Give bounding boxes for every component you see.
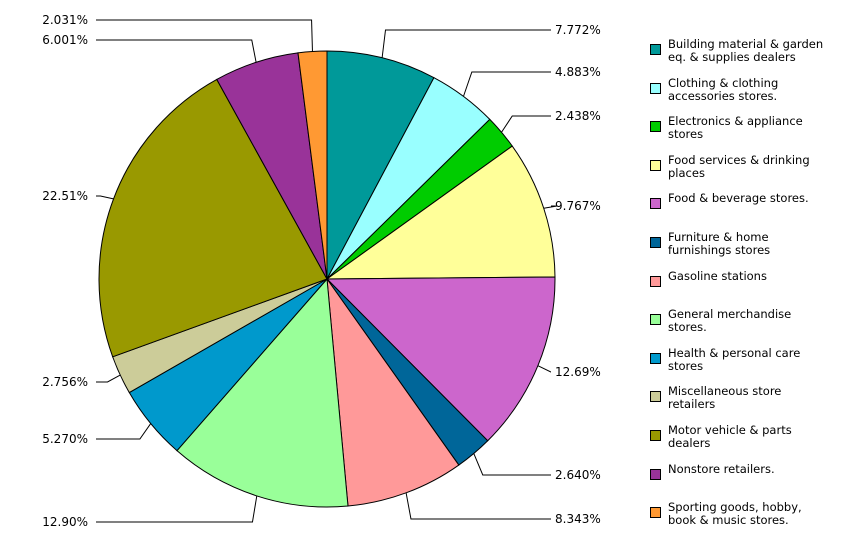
percent-label: 2.640%	[555, 468, 601, 482]
percent-label: 6.001%	[42, 33, 88, 47]
legend-swatch	[650, 507, 661, 519]
legend-label: General merchandise stores.	[668, 307, 792, 335]
legend-label: Gasoline stations	[668, 268, 767, 283]
legend-swatch	[650, 468, 661, 480]
legend-item: Motor vehicle & parts dealers	[650, 422, 860, 463]
leader-line	[537, 365, 552, 373]
legend-item: Health & personal care stores	[650, 345, 860, 386]
percent-label: 2.756%	[42, 375, 88, 389]
legend-swatch	[650, 429, 661, 441]
legend-item: Gasoline stations	[650, 268, 860, 309]
legend-swatch	[650, 198, 661, 210]
legend-label: Building material & garden eq. & supplie…	[668, 37, 824, 64]
legend-item: Sporting goods, hobby, book & music stor…	[650, 501, 860, 540]
legend-swatch	[650, 275, 661, 287]
percent-label: 7.772%	[555, 23, 601, 37]
legend-label: Furniture & home furnishings stores	[668, 229, 771, 257]
leader-line	[96, 39, 257, 63]
percent-label: 8.343%	[555, 512, 601, 526]
legend-label: Nonstore retailers.	[668, 461, 775, 476]
legend-swatch	[650, 352, 661, 364]
percent-label: 9.767%	[555, 199, 601, 213]
pie-slice	[326, 277, 460, 507]
leader-line	[96, 423, 152, 440]
leader-line	[405, 492, 551, 520]
pie-slice	[176, 277, 349, 508]
legend-item: Furniture & home furnishings stores	[650, 229, 860, 270]
leader-line	[96, 495, 258, 523]
legend-swatch	[650, 159, 661, 171]
percent-label: 12.69%	[555, 365, 601, 379]
legend-label: Clothing & clothing accessories stores.	[668, 75, 779, 103]
legend-label: Electronics & appliance stores	[668, 114, 803, 142]
leader-line	[501, 115, 551, 133]
legend-swatch	[650, 391, 661, 403]
legend-item: Electronics & appliance stores	[650, 115, 860, 154]
leader-line	[381, 29, 551, 58]
percent-label: 5.270%	[42, 432, 88, 446]
percent-label: 2.031%	[42, 13, 88, 27]
legend-item: Miscellaneous store retailers	[650, 385, 860, 424]
percent-labels: 7.772% 4.883% 2.438% 9.767% 12.69% 2.640% 8.34…	[42, 13, 601, 529]
legend-label: Miscellaneous store retailers	[668, 384, 782, 412]
leader-lines	[96, 19, 558, 523]
leader-line	[96, 374, 121, 383]
legend-item: Building material & garden eq. & supplie…	[650, 38, 860, 77]
leader-line	[463, 71, 551, 97]
legend: Building material & garden eq. & supplie…	[650, 38, 860, 540]
legend-swatch	[650, 82, 661, 94]
legend-swatch	[650, 314, 661, 326]
percent-label: 12.90%	[42, 515, 88, 529]
percent-label: 4.883%	[555, 65, 601, 79]
pie-slices	[98, 50, 556, 508]
pie-slice	[297, 50, 328, 280]
leader-line	[96, 19, 313, 52]
legend-swatch	[650, 44, 661, 55]
legend-swatch	[650, 236, 661, 248]
legend-label: Motor vehicle & parts dealers	[668, 422, 792, 450]
percent-label: 22.51%	[42, 189, 88, 203]
legend-item: General merchandise stores.	[650, 308, 860, 347]
pie-slice	[326, 50, 435, 280]
legend-item: Clothing & clothing accessories stores.	[650, 75, 860, 116]
legend-label: Sporting goods, hobby, book & music stor…	[668, 500, 802, 528]
legend-label: Health & personal care stores	[668, 345, 801, 373]
leader-line	[96, 195, 114, 200]
leader-line	[543, 205, 558, 209]
legend-item: Nonstore retailers.	[650, 461, 860, 502]
percent-label: 2.438%	[555, 109, 601, 123]
pie-slice	[325, 276, 556, 442]
legend-swatch	[650, 121, 661, 133]
legend-label: Food & beverage stores.	[668, 191, 809, 206]
legend-item: Food services & drinking places	[650, 152, 860, 193]
legend-item: Food & beverage stores.	[650, 192, 860, 231]
leader-line	[473, 453, 551, 476]
legend-label: Food services & drinking places	[668, 152, 810, 180]
